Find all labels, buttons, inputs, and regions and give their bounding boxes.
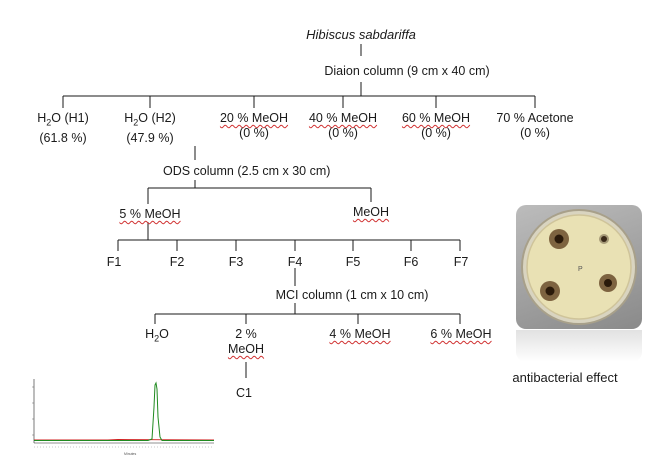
fraction-f1: F1	[106, 255, 122, 269]
mci-fraction-2-meoh: 2 % MeOH	[228, 327, 264, 357]
ods-fraction-meoh: MeOH	[353, 205, 389, 220]
hplc-chromatogram: Minutes	[28, 377, 216, 457]
fraction-60-meoh-label: 60 % MeOH	[401, 111, 471, 125]
petri-dish-image: P	[521, 209, 637, 325]
fraction-70-acetone-label: 70 % Acetone	[496, 111, 574, 125]
fraction-60-meoh: 60 % MeOH (0 %)	[402, 111, 470, 141]
fraction-70-acetone: 70 % Acetone (0 %)	[496, 111, 573, 141]
ods-fraction-5-meoh-label: 5 % MeOH	[119, 207, 181, 221]
fraction-20-meoh-yield: (0 %)	[239, 126, 269, 140]
fraction-40-meoh-yield: (0 %)	[328, 126, 358, 140]
fraction-20-meoh: 20 % MeOH (0 %)	[220, 111, 288, 141]
mci-h2o-o: O	[159, 327, 169, 341]
mci-2-pct: 2 %	[235, 327, 257, 341]
fraction-f5: F5	[345, 255, 361, 269]
fraction-60-meoh-yield: (0 %)	[421, 126, 451, 140]
mci-h2o-h: H	[145, 327, 155, 341]
fraction-f3: F3	[228, 255, 244, 269]
plate-center-label: P	[578, 266, 583, 273]
mci-fraction-6-meoh: 6 % MeOH	[430, 327, 491, 342]
mci-fraction-4-meoh: 4 % MeOH	[329, 327, 390, 342]
mci-6-meoh-label: 6 % MeOH	[430, 327, 492, 341]
fraction-h1-h: H	[37, 111, 47, 125]
fraction-h2-h: H	[124, 111, 134, 125]
mci-4-meoh-label: 4 % MeOH	[329, 327, 391, 341]
fraction-h2: H2O (H2) (47.9 %)	[124, 111, 176, 146]
ods-fraction-5-meoh: 5 % MeOH	[119, 207, 180, 222]
mci-column-label: MCI column (1 cm x 10 cm)	[275, 288, 429, 302]
antibacterial-caption: antibacterial effect	[512, 370, 618, 385]
mci-2-meoh: MeOH	[227, 342, 265, 356]
fraction-f4: F4	[287, 255, 303, 269]
fraction-h1: H2O (H1) (61.8 %)	[37, 111, 89, 146]
photo-reflection	[516, 330, 642, 362]
fraction-40-meoh: 40 % MeOH (0 %)	[309, 111, 377, 141]
fraction-h2-sub: 2	[133, 117, 139, 128]
fraction-40-meoh-label: 40 % MeOH	[308, 111, 378, 125]
fraction-f2: F2	[169, 255, 185, 269]
compound-c1: C1	[236, 386, 252, 400]
fraction-f6: F6	[403, 255, 419, 269]
ods-column-label: ODS column (2.5 cm x 30 cm)	[163, 164, 331, 178]
fraction-h1-yield: (61.8 %)	[39, 130, 87, 145]
diaion-column-text: Diaion column (9 cm x 40 cm)	[324, 64, 490, 78]
fraction-h1-rest: O (H1)	[51, 111, 89, 125]
fraction-h1-sub: 2	[46, 117, 52, 128]
diaion-column-label: Diaion column (9 cm x 40 cm)	[324, 64, 489, 79]
petri-dish-photo: P	[516, 205, 642, 329]
mci-fraction-h2o: H2O	[145, 327, 169, 347]
fraction-f7: F7	[453, 255, 469, 269]
fraction-20-meoh-label: 20 % MeOH	[219, 111, 289, 125]
fraction-h2-yield: (47.9 %)	[126, 130, 174, 145]
species-label: Hibiscus sabdariffa	[306, 27, 416, 42]
svg-text:Minutes: Minutes	[124, 452, 137, 456]
fraction-70-acetone-yield: (0 %)	[520, 126, 550, 140]
mci-h2o-sub: 2	[154, 333, 160, 344]
fraction-h2-rest: O (H2)	[138, 111, 176, 125]
ods-fraction-meoh-label: MeOH	[352, 205, 390, 219]
